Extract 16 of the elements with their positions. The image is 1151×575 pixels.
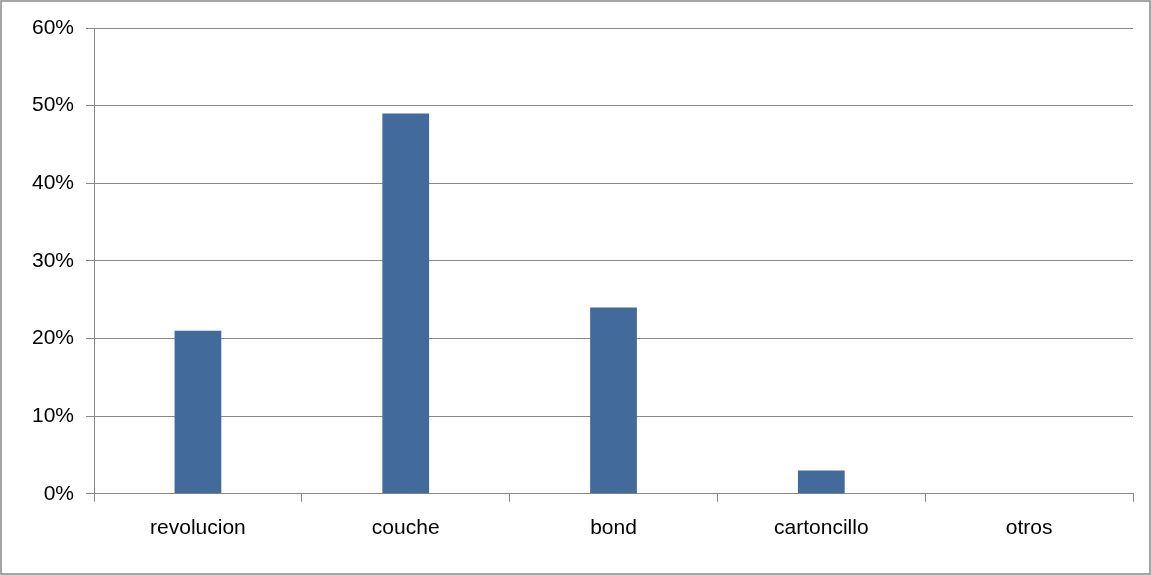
y-tick-label: 50% (32, 92, 75, 116)
y-tick-label: 20% (32, 325, 75, 349)
bar (590, 307, 637, 494)
x-tick-label: cartoncillo (774, 515, 869, 539)
x-tick-label: revolucion (150, 515, 246, 539)
bar (382, 113, 430, 494)
y-tick-label: 10% (32, 402, 75, 426)
x-tick-label: bond (590, 515, 637, 539)
y-tick-label: 0% (43, 480, 75, 504)
x-tick-label: couche (371, 515, 440, 539)
x-tick-label: otros (1005, 515, 1053, 539)
bar (174, 330, 222, 494)
y-tick-label: 60% (32, 14, 75, 38)
bar (797, 470, 845, 494)
y-tick-label: 30% (32, 247, 75, 271)
y-tick-label: 40% (32, 170, 75, 194)
